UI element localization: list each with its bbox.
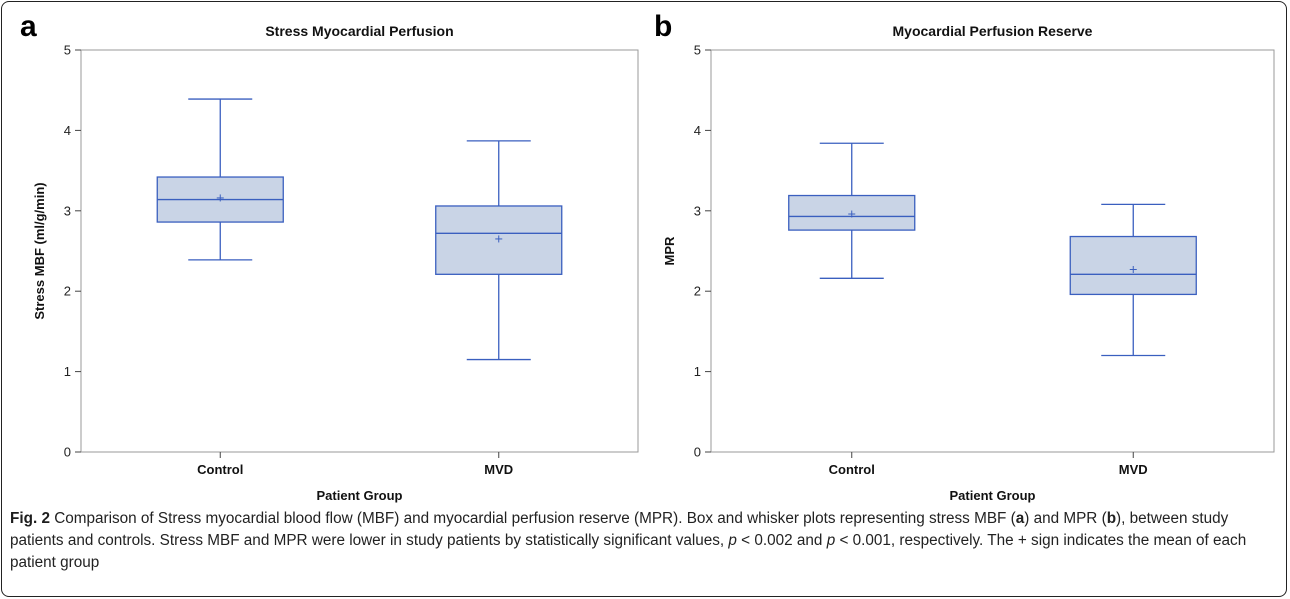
caption-segment: Comparison of Stress myocardial blood fl… <box>49 510 1016 527</box>
x-tick-label: MVD <box>1119 462 1148 477</box>
caption-segment: a <box>1015 510 1025 527</box>
x-tick-label: Control <box>829 462 875 477</box>
caption-segment: < 0.002 and <box>736 532 827 549</box>
y-tick-label: 5 <box>64 43 71 58</box>
caption-label: Fig. 2 <box>10 510 50 527</box>
y-tick-label: 1 <box>694 364 701 379</box>
plot-area <box>80 49 639 453</box>
caption-segment: ) and MPR ( <box>1024 510 1107 527</box>
box-control <box>788 142 916 279</box>
y-tick-label: 4 <box>694 123 701 138</box>
chart-title: Myocardial Perfusion Reserve <box>893 23 1093 39</box>
chart-title: Stress Myocardial Perfusion <box>265 23 453 39</box>
caption-segment: b <box>1106 510 1117 527</box>
caption-segment: < 0.001, respectively. The + sign indica… <box>10 532 1247 571</box>
caption-segment: ), between study patients and controls. … <box>10 510 1229 549</box>
box-plot-svg: Myocardial Perfusion Reserve 0 1 2 3 4 5 MPR Con… <box>662 23 1275 503</box>
y-tick-label: 2 <box>64 284 71 299</box>
y-tick-label: 0 <box>64 445 71 460</box>
chart-panel-a: a Stress Myocardial Perfusion 0 1 2 3 4 5 Stres… <box>8 6 648 506</box>
iqr-box <box>1069 235 1197 296</box>
x-axis-label: Patient Group <box>950 488 1036 503</box>
y-axis-label: MPR <box>662 236 677 266</box>
caption-text: Comparison of Stress myocardial blood fl… <box>10 510 1246 571</box>
y-axis-label: Stress MBF (ml/g/min) <box>32 182 47 319</box>
caption-segment: p <box>728 532 737 549</box>
x-tick-label: MVD <box>484 462 513 477</box>
y-tick-label: 4 <box>64 123 71 138</box>
box-plot-svg: Stress Myocardial Perfusion 0 1 2 3 4 5 Stress … <box>32 23 639 503</box>
y-tick-label: 0 <box>694 445 701 460</box>
panel-label: b <box>654 10 673 43</box>
y-tick-label: 3 <box>64 203 71 218</box>
x-tick-label: Control <box>197 462 243 477</box>
plot-area <box>710 49 1275 453</box>
box-control <box>156 98 284 261</box>
box-mvd <box>1069 203 1197 357</box>
box-mvd <box>435 140 563 361</box>
x-axis-label: Patient Group <box>317 488 403 503</box>
panel-label: a <box>20 10 37 43</box>
figure-caption: Fig. 2 Comparison of Stress myocardial b… <box>10 508 1280 574</box>
y-tick-label: 1 <box>64 364 71 379</box>
y-tick-label: 3 <box>694 203 701 218</box>
y-tick-label: 5 <box>694 43 701 58</box>
y-tick-label: 2 <box>694 284 701 299</box>
caption-segment: p <box>826 532 836 549</box>
chart-panel-b: b Myocardial Perfusion Reserve 0 1 2 3 4 5 MPR C… <box>646 6 1286 506</box>
